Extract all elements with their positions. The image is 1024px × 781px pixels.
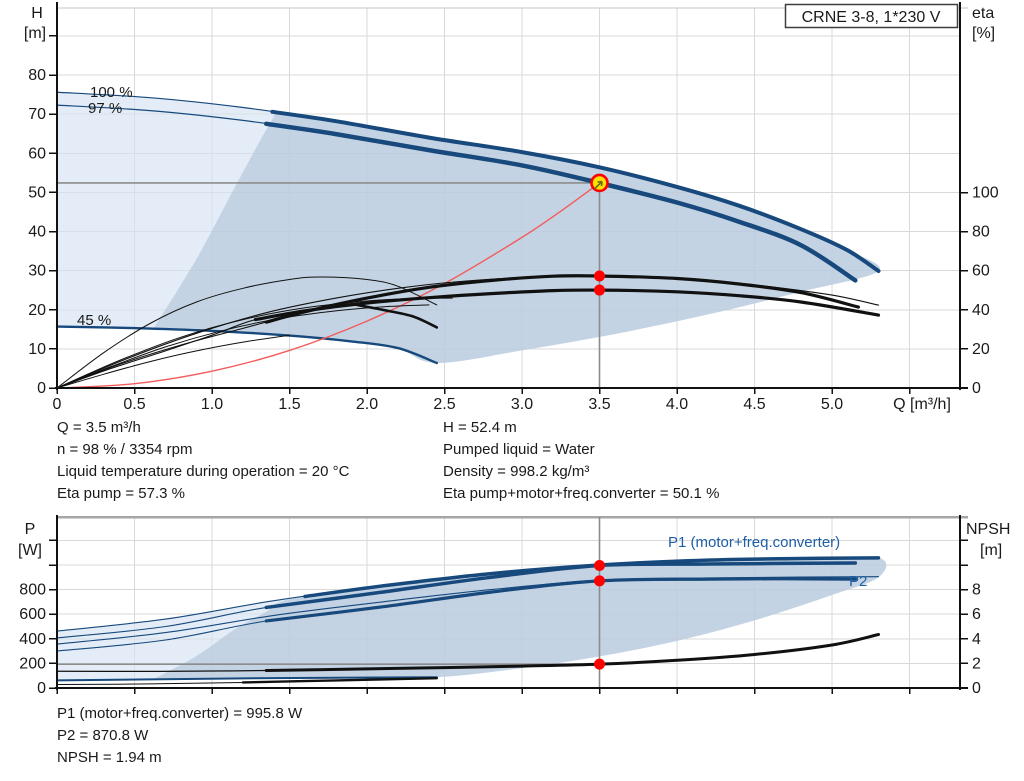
eta-arc-reduced-b (56, 304, 430, 389)
y-right-tick-label: 60 (972, 263, 990, 280)
operating-point-arrow-icon (593, 180, 603, 190)
p-axis-title: P (25, 521, 36, 538)
p-axis-unit: [W] (18, 542, 42, 559)
info-q: Q = 3.5 m³/h (57, 419, 141, 436)
info-eta-total: Eta pump+motor+freq.converter = 50.1 % (443, 485, 719, 502)
y-right-tick-label: 6 (972, 606, 981, 623)
y-right-tick-label: 8 (972, 582, 981, 599)
eta-pump-curve-bold (264, 274, 860, 324)
model-label: CRNE 3-8, 1*230 V (802, 9, 941, 26)
info-speed: n = 98 % / 3354 rpm (57, 441, 193, 458)
info-liquid-temp: Liquid temperature during operation = 20… (57, 463, 350, 480)
x-tick-label: 2.5 (433, 396, 455, 413)
x-tick-label: 3.5 (588, 396, 610, 413)
x-tick-label: 1.0 (201, 396, 223, 413)
h-axis-title: H (31, 5, 43, 22)
info-h: H = 52.4 m (443, 419, 517, 436)
axes-bot: 0 200 400 600 800 0 2 4 6 8 (19, 515, 981, 697)
info-density: Density = 998.2 kg/m³ (443, 463, 589, 480)
p1-curve-98-bold (264, 561, 858, 610)
y-right-tick-label: 80 (972, 224, 990, 241)
info-npsh: NPSH = 1.94 m (57, 749, 162, 766)
y-right-tick-label: 0 (972, 680, 981, 697)
panel-top: 0 10 20 30 40 50 60 70 80 0 20 40 60 80 100 0 0.5 1.0 1.5 2… (28, 2, 999, 413)
y-left-tick-label: 80 (28, 67, 46, 84)
y-left-tick-label: 40 (28, 224, 46, 241)
npsh-axis-title: NPSH (966, 521, 1010, 538)
eta-arc-reduced-a (56, 297, 453, 389)
x-tick-label: 0 (53, 396, 62, 413)
y-left-tick-label: 10 (28, 341, 46, 358)
y-left-tick-label: 400 (19, 631, 46, 648)
p2-curve-label: P2 (849, 573, 867, 590)
speed-label-97: 97 % (88, 100, 122, 117)
static-labels: H [m] eta [%] P [W] NPSH [m] Q [m³/h] 10… (18, 3, 1010, 766)
x-tick-label: 3.0 (511, 396, 533, 413)
y-left-tick-label: 0 (37, 680, 46, 697)
info-p2: P2 = 870.8 W (57, 727, 149, 744)
power-curve-45 (56, 676, 438, 682)
eta-arc-reduced-c (56, 334, 290, 389)
info-pumped-liquid: Pumped liquid = Water (443, 441, 595, 458)
eta-arc-bold-tail (350, 302, 439, 329)
x-tick-label: 0.5 (123, 396, 145, 413)
eta-arc-reduced-top (56, 276, 438, 389)
p1-curve-label: P1 (motor+freq.converter) (668, 534, 840, 551)
info-p1: P1 (motor+freq.converter) = 995.8 W (57, 705, 303, 722)
y-left-tick-label: 60 (28, 145, 46, 162)
speed-label-100: 100 % (90, 84, 133, 101)
result-text-top: Q = 3.5 m³/h n = 98 % / 3354 rpm Liquid … (57, 419, 719, 502)
y-right-tick-label: 2 (972, 655, 981, 672)
panel-bot: 0 200 400 600 800 0 2 4 6 8 (19, 515, 981, 697)
eta-total-point (594, 284, 605, 296)
npsh-axis-unit: [m] (980, 542, 1002, 559)
x-tick-label: 2.0 (356, 396, 378, 413)
p2-curve-98-bold (264, 577, 857, 623)
npsh-point (594, 658, 605, 670)
x-tick-label: 1.5 (278, 396, 300, 413)
y-left-tick-label: 0 (37, 380, 46, 397)
eta-axis-title: eta (972, 5, 994, 22)
speed-label-45: 45 % (77, 312, 111, 329)
envelope-dark (153, 112, 880, 364)
model-box (784, 3, 959, 29)
y-left-tick-label: 30 (28, 263, 46, 280)
y-right-tick-label: 4 (972, 631, 981, 648)
power-envelope-dark (153, 556, 887, 680)
info-eta-pump: Eta pump = 57.3 % (57, 485, 185, 502)
y-left-tick-label: 70 (28, 106, 46, 123)
q-axis-label: Q [m³/h] (893, 396, 951, 413)
x-tick-label: 5.0 (821, 396, 843, 413)
y-left-tick-label: 20 (28, 302, 46, 319)
y-left-tick-label: 50 (28, 184, 46, 201)
npsh-curve-reduced-bold (241, 677, 438, 684)
y-right-tick-label: 100 (972, 185, 999, 202)
eta-pump-point (594, 270, 605, 282)
y-right-tick-label: 0 (972, 380, 981, 397)
p1-point (594, 560, 605, 572)
eta-axis-unit: [%] (972, 25, 995, 42)
y-left-tick-label: 200 (19, 655, 46, 672)
pump-curve-100-bold (270, 109, 881, 273)
y-left-tick-label: 600 (19, 606, 46, 623)
x-tick-label: 4.5 (743, 396, 765, 413)
result-text-bottom: P1 (motor+freq.converter) = 995.8 W P2 =… (57, 705, 303, 766)
y-left-tick-label: 800 (19, 582, 46, 599)
y-right-tick-label: 40 (972, 302, 990, 319)
system-curve (56, 182, 601, 389)
p2-point (594, 575, 605, 587)
axes-top: 0 10 20 30 40 50 60 70 80 0 20 40 60 80 100 0 0.5 1.0 1.5 2… (28, 2, 999, 413)
y-right-tick-label: 20 (972, 341, 990, 358)
h-axis-unit: [m] (24, 25, 46, 42)
x-tick-label: 4.0 (666, 396, 688, 413)
